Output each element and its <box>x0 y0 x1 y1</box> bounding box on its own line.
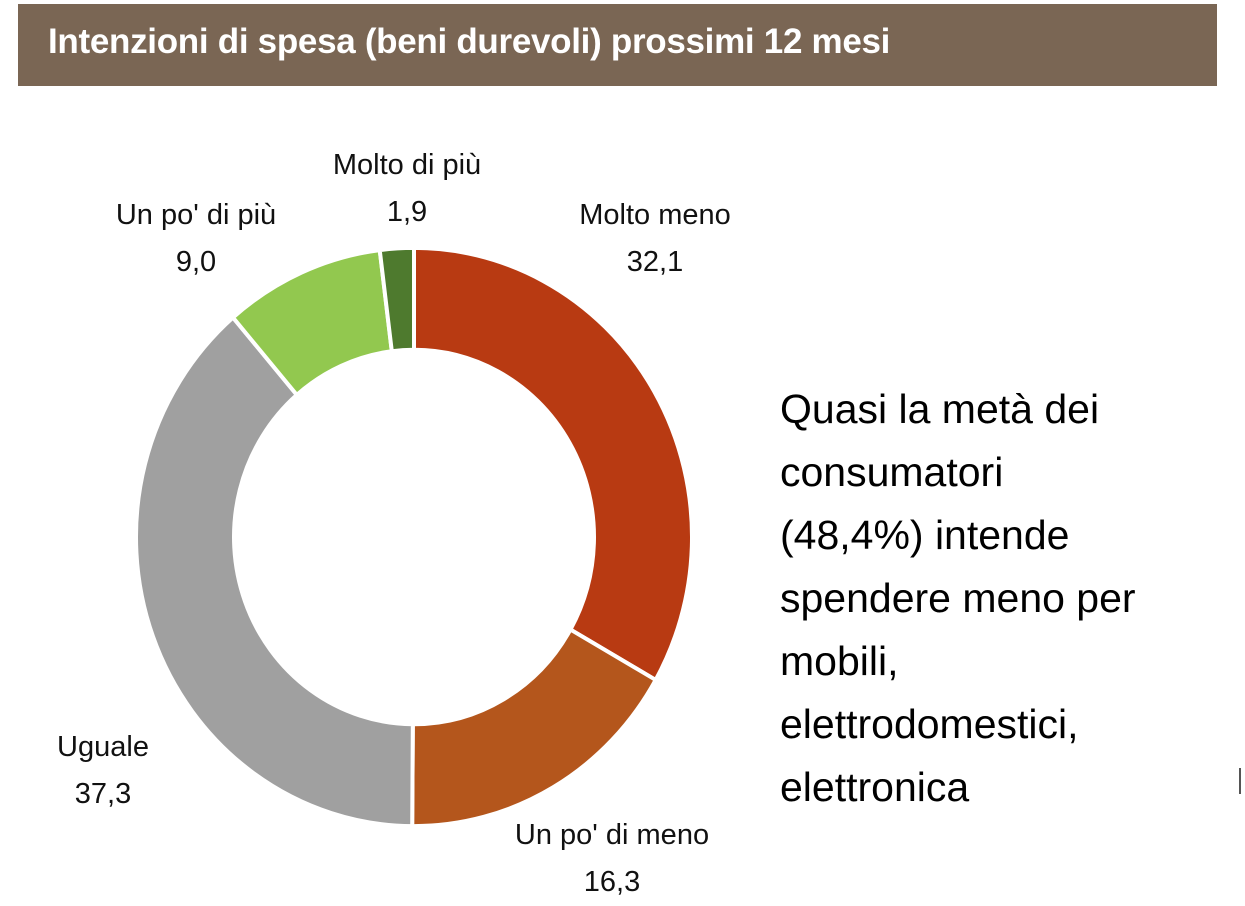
donut-slice-molto-meno <box>412 245 694 683</box>
donut-slice-un-po-di-meno <box>410 626 659 829</box>
annotation-line: elettronica <box>780 764 970 810</box>
edge-mark <box>1239 768 1241 794</box>
annotation-line: elettrodomestici, <box>780 701 1079 747</box>
chart-title: Intenzioni di spesa (beni durevoli) pros… <box>48 22 891 61</box>
annotation-line: spendere meno per <box>780 575 1136 621</box>
annotation-line: Quasi la metà dei <box>780 386 1100 432</box>
data-label-molto-meno: Molto meno 32,1 <box>579 199 731 278</box>
annotation-line: (48,4%) intende <box>780 512 1070 558</box>
data-label-un-po-di-meno: Un po' di meno 16,3 <box>514 819 710 898</box>
title-bar: Intenzioni di spesa (beni durevoli) pros… <box>18 4 1217 86</box>
data-label-molto-di-piu: Molto di più 1,9 <box>332 149 482 228</box>
data-label-uguale: Uguale 37,3 <box>57 731 149 810</box>
data-label-un-po-di-piu: Un po' di più 9,0 <box>115 199 277 278</box>
donut-slice-uguale <box>134 314 415 829</box>
annotation-line: consumatori <box>780 449 1004 495</box>
annotation-text: Quasi la metà dei consumatori (48,4%) in… <box>780 378 1136 819</box>
donut-slice-molto-di-pi- <box>377 245 416 354</box>
annotation-line: mobili, <box>780 638 899 684</box>
